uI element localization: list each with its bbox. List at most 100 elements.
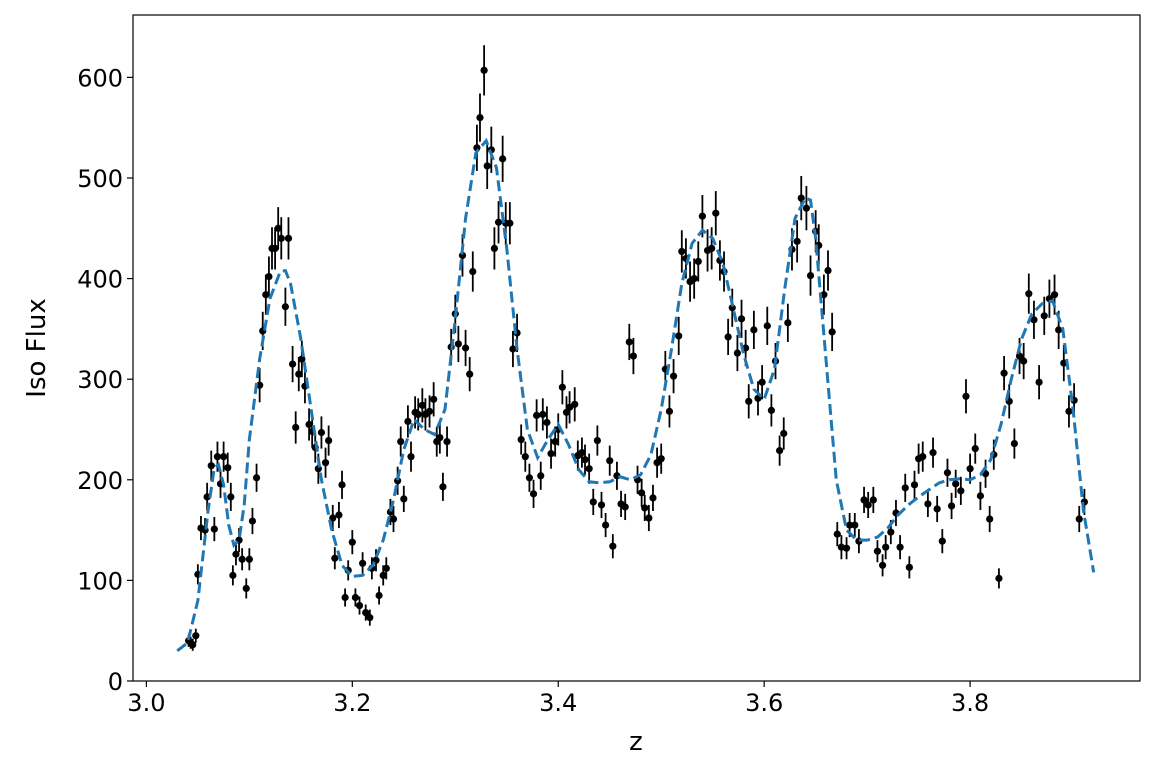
data-point	[712, 209, 720, 217]
y-tick-label: 100	[77, 567, 123, 595]
data-point	[521, 453, 529, 461]
data-point	[694, 257, 702, 266]
data-point	[745, 397, 753, 405]
data-point	[962, 392, 970, 400]
data-point	[295, 370, 303, 378]
data-point	[517, 435, 525, 444]
data-point	[737, 315, 746, 323]
data-point	[271, 244, 279, 253]
data-point	[869, 496, 877, 504]
data-point	[882, 543, 890, 551]
data-point	[690, 274, 698, 283]
data-point	[1065, 407, 1073, 415]
data-point	[581, 456, 589, 464]
data-point	[407, 453, 415, 461]
data-point	[466, 370, 474, 378]
data-point	[359, 559, 367, 567]
data-point	[348, 538, 356, 546]
data-point	[509, 345, 517, 353]
data-point	[910, 481, 919, 489]
data-point	[539, 410, 547, 418]
data-point	[585, 465, 593, 473]
data-point	[802, 204, 810, 212]
data-point	[1040, 312, 1048, 320]
data-point	[490, 244, 499, 253]
data-point	[698, 212, 706, 220]
y-tick-label: 300	[77, 366, 123, 394]
y-axis-label: Iso Flux	[22, 298, 52, 397]
data-point	[995, 574, 1003, 582]
data-point	[277, 234, 285, 242]
data-point	[404, 417, 412, 426]
data-point	[443, 437, 451, 446]
data-point	[331, 554, 339, 562]
data-point	[708, 244, 716, 253]
data-point	[210, 525, 218, 533]
data-point	[400, 495, 408, 503]
data-point	[506, 219, 514, 227]
data-point	[533, 411, 541, 420]
data-point	[887, 528, 895, 536]
data-point	[905, 563, 913, 571]
data-point	[645, 514, 653, 522]
data-point	[828, 328, 836, 336]
data-point	[919, 453, 927, 461]
data-point	[379, 571, 387, 579]
data-point	[806, 271, 815, 280]
data-point	[733, 349, 742, 357]
data-point	[394, 477, 402, 485]
y-tick-label: 0	[108, 668, 123, 696]
data-point	[665, 407, 674, 415]
data-point	[938, 537, 946, 545]
data-point	[609, 542, 617, 550]
data-point	[784, 319, 792, 327]
data-point	[1015, 352, 1024, 360]
data-point	[543, 418, 551, 427]
x-axis-label: z	[629, 727, 643, 757]
x-tick-label: 3.0	[127, 689, 165, 717]
data-point	[537, 472, 545, 480]
data-point	[551, 437, 559, 446]
data-point	[589, 498, 597, 506]
data-point	[976, 492, 985, 500]
data-point	[675, 332, 683, 340]
data-point	[578, 449, 586, 457]
data-point	[274, 224, 282, 232]
data-point	[321, 459, 330, 467]
data-point	[1020, 357, 1028, 365]
data-point	[641, 504, 649, 512]
data-point	[525, 474, 534, 482]
x-tick-label: 3.6	[745, 689, 783, 717]
data-point	[1055, 326, 1063, 334]
data-point	[780, 429, 788, 438]
data-point	[851, 521, 859, 529]
data-point	[1025, 290, 1033, 298]
data-point	[366, 614, 374, 622]
data-point	[1010, 439, 1018, 448]
data-point	[649, 494, 657, 502]
data-point	[842, 544, 851, 552]
data-point	[971, 445, 979, 453]
data-point	[232, 550, 240, 558]
data-point	[547, 450, 555, 458]
data-point	[1035, 378, 1043, 386]
data-point	[494, 218, 503, 226]
data-point	[824, 266, 832, 275]
data-point	[469, 267, 477, 276]
data-point	[678, 247, 686, 256]
data-point	[220, 453, 228, 461]
data-point	[476, 114, 484, 122]
data-point	[873, 547, 882, 555]
data-point	[606, 457, 614, 465]
data-point	[924, 500, 932, 508]
data-point	[593, 436, 601, 445]
data-point	[776, 447, 784, 455]
data-point	[724, 333, 732, 341]
data-point	[238, 555, 246, 563]
data-point	[461, 344, 470, 352]
data-point	[499, 155, 507, 163]
data-point	[418, 401, 426, 409]
data-point	[597, 501, 606, 509]
data-point	[933, 505, 941, 513]
